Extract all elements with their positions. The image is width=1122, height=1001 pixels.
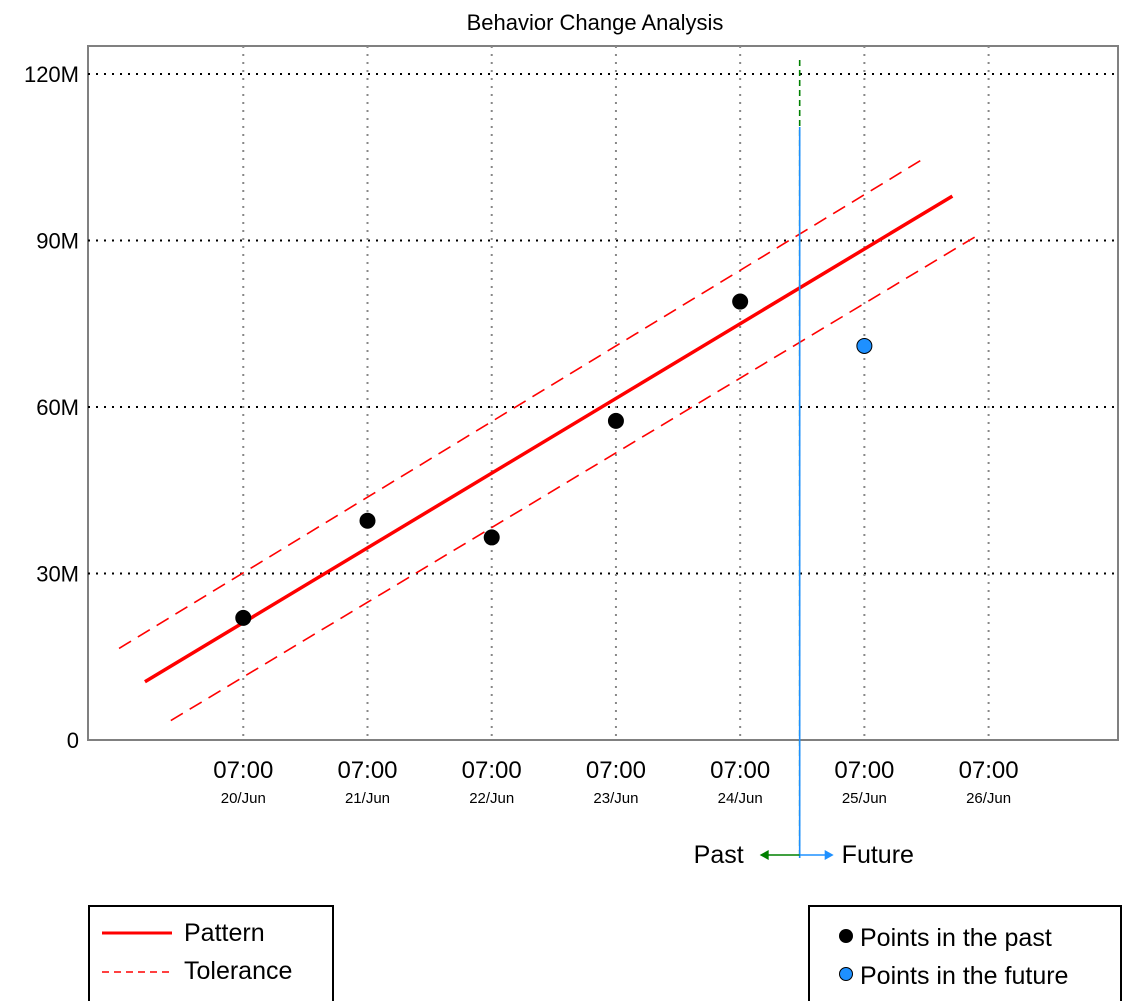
x-tick-time-label: 07:00 xyxy=(586,757,646,784)
past-point-swatch xyxy=(839,929,853,943)
tolerance-lower-line xyxy=(170,234,979,722)
x-tick-date-label: 23/Jun xyxy=(593,790,638,807)
legend-points: Points in the past Points in the future xyxy=(808,905,1122,1001)
plot-area xyxy=(87,45,1119,741)
x-axis: 07:00 20/Jun 07:00 21/Jun 07:00 22/Jun 07:00 23… xyxy=(213,757,1018,807)
y-tick-label: 30M xyxy=(36,562,79,587)
past-future-divider: Past Future xyxy=(694,60,914,869)
legend-past-points-label: Points in the past xyxy=(860,924,1052,952)
legend-pattern-tolerance: Pattern Tolerance xyxy=(88,905,334,1001)
past-point xyxy=(607,412,624,429)
x-tick-time-label: 07:00 xyxy=(710,757,770,784)
past-point xyxy=(483,529,500,546)
x-tick-date-label: 20/Jun xyxy=(221,790,266,807)
x-tick-date-label: 22/Jun xyxy=(469,790,514,807)
past-label: Past xyxy=(694,841,744,869)
pattern-swatch xyxy=(102,931,172,935)
past-arrow-head xyxy=(759,850,769,860)
x-tick-time-label: 07:00 xyxy=(462,757,522,784)
x-tick-date-label: 24/Jun xyxy=(718,790,763,807)
y-tick-label: 60M xyxy=(36,395,79,420)
future-point-swatch xyxy=(839,967,853,981)
past-point xyxy=(359,512,376,529)
past-point xyxy=(235,609,252,626)
legend-pattern-label: Pattern xyxy=(184,919,265,947)
future-arrow-head xyxy=(824,850,834,860)
y-axis: 0 30M 60M 90M 120M xyxy=(24,62,79,753)
x-tick-time-label: 07:00 xyxy=(337,757,397,784)
x-tick-time-label: 07:00 xyxy=(213,757,273,784)
chart-title: Behavior Change Analysis xyxy=(467,10,724,35)
x-tick-time-label: 07:00 xyxy=(834,757,894,784)
chart-series xyxy=(118,159,979,722)
x-tick-date-label: 25/Jun xyxy=(842,790,887,807)
past-point xyxy=(732,293,749,310)
legend-tolerance-label: Tolerance xyxy=(184,957,293,985)
future-point xyxy=(856,337,873,354)
pattern-line xyxy=(144,194,954,684)
future-label: Future xyxy=(842,841,914,869)
y-tick-label: 90M xyxy=(36,229,79,254)
y-tick-label: 0 xyxy=(67,728,79,753)
x-tick-date-label: 26/Jun xyxy=(966,790,1011,807)
x-tick-time-label: 07:00 xyxy=(959,757,1019,784)
x-tick-date-label: 21/Jun xyxy=(345,790,390,807)
y-tick-label: 120M xyxy=(24,62,79,87)
legend-future-points-label: Points in the future xyxy=(860,962,1069,990)
tolerance-upper-line xyxy=(118,159,922,650)
tolerance-swatch xyxy=(102,971,172,973)
